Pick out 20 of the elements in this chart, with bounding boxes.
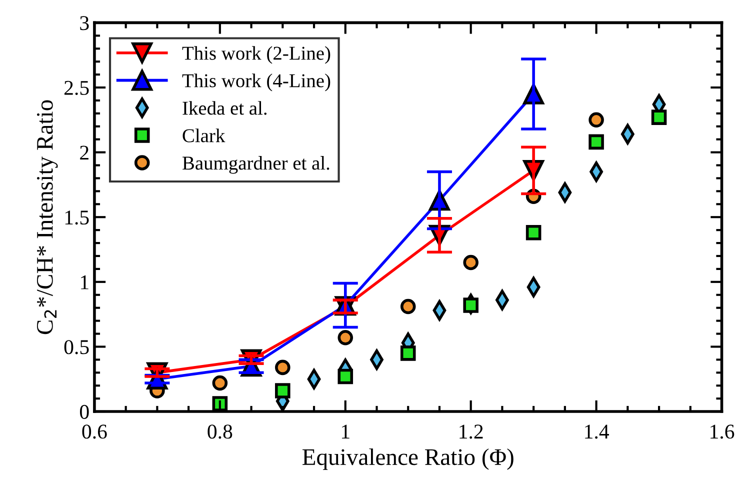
y-tick-label: 1.5 xyxy=(65,210,89,225)
y-tick-label: 0 xyxy=(80,404,89,419)
y-tick-label: 0.5 xyxy=(64,340,89,354)
legend-label: Baumgardner et al. xyxy=(182,156,330,174)
x-tick-label: 0.8 xyxy=(208,424,232,439)
legend-label: Ikeda et al. xyxy=(182,101,267,115)
legend-label: This work (2-Line) xyxy=(182,46,330,64)
x-axis-title: Equivalence Ratio (Φ) xyxy=(302,448,514,470)
y-tick-label: 3 xyxy=(80,16,89,30)
y-tick-label: 2 xyxy=(80,146,88,160)
x-tick-label: 1.6 xyxy=(710,424,734,439)
x-tick-label: 1.2 xyxy=(460,424,483,439)
legend-label: Clark xyxy=(182,128,226,142)
y-tick-label: 2.5 xyxy=(64,80,89,96)
y-axis-title: C$_{2}$*/CH* Intensity Ratio xyxy=(36,100,58,334)
x-tick-label: 1.4 xyxy=(585,424,609,439)
x-tick-label: 1 xyxy=(342,424,350,438)
x-tick-label: 0.6 xyxy=(82,424,107,439)
y-tick-label: 1 xyxy=(81,275,88,290)
legend-label: This work (4-Line) xyxy=(182,74,330,92)
